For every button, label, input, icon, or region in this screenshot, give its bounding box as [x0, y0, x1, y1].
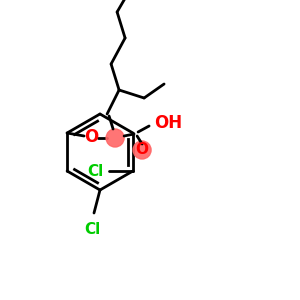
Circle shape	[133, 141, 151, 159]
Text: Cl: Cl	[84, 222, 100, 237]
Text: O: O	[84, 128, 98, 146]
Text: O: O	[136, 142, 148, 158]
Text: Cl: Cl	[88, 164, 104, 178]
Circle shape	[106, 129, 124, 147]
Text: OH: OH	[154, 114, 182, 132]
